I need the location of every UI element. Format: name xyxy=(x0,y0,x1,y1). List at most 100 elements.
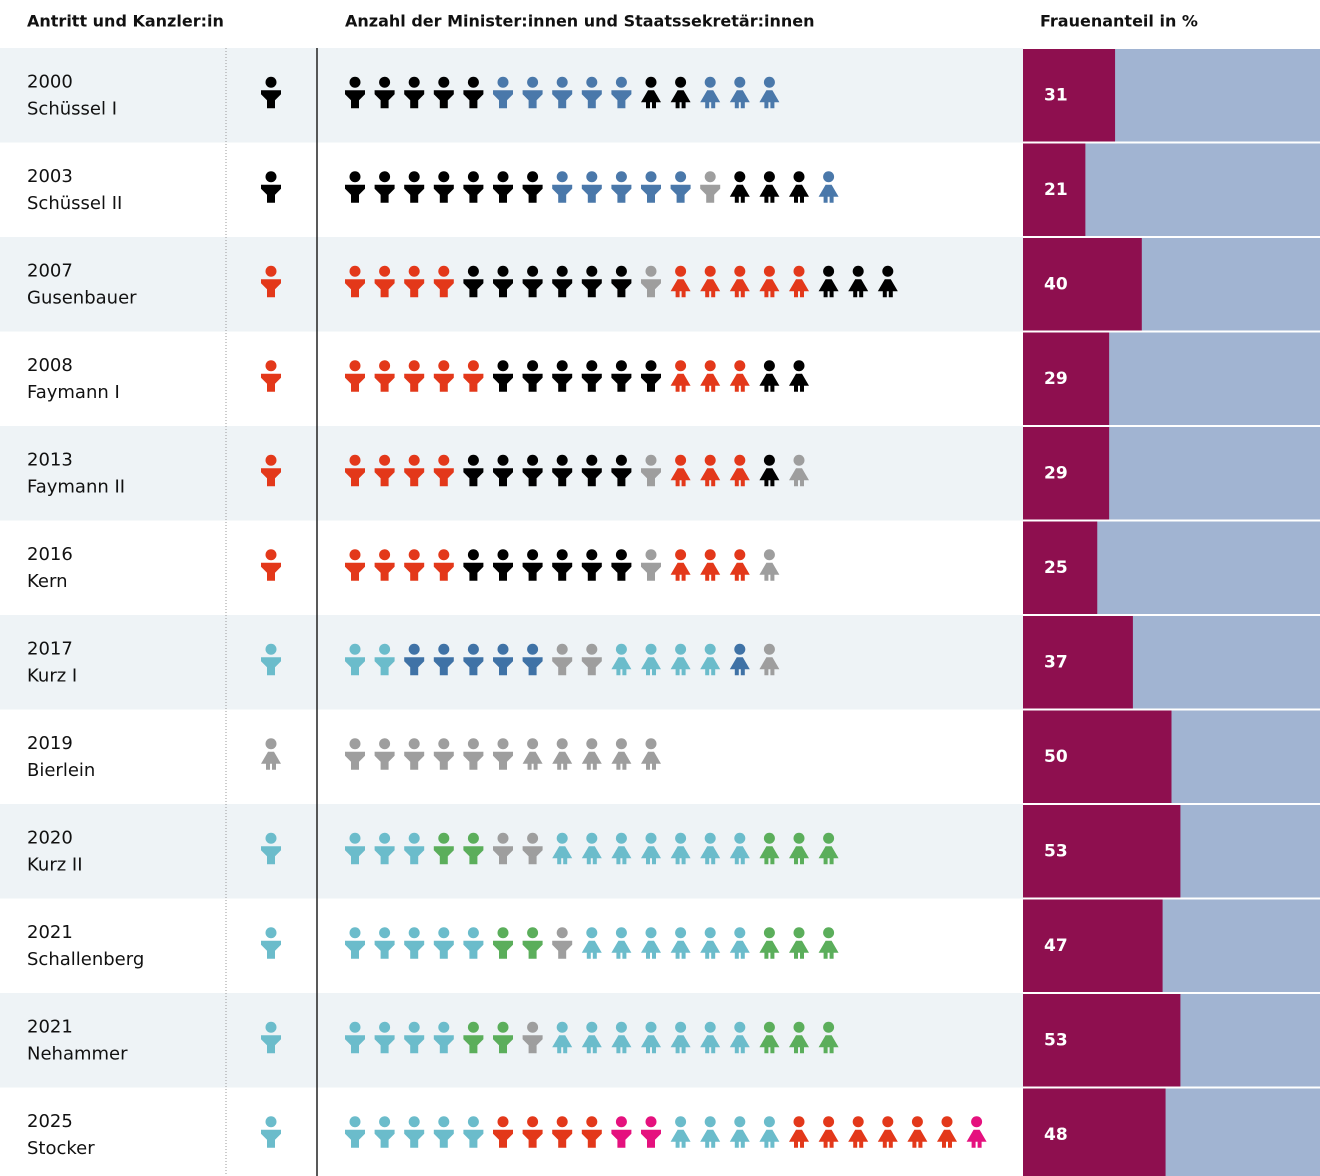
male-icon xyxy=(641,171,661,203)
icon-head xyxy=(615,549,627,561)
icon-head xyxy=(675,832,687,844)
icon-body xyxy=(759,562,780,581)
icon-body xyxy=(641,846,661,865)
icon-head xyxy=(911,1116,923,1128)
icon-head xyxy=(615,1021,627,1033)
icon-head xyxy=(467,454,479,466)
icon-head xyxy=(971,1116,983,1128)
icon-body xyxy=(345,562,365,581)
icon-body xyxy=(493,562,513,581)
icon-head xyxy=(852,1116,864,1128)
female-icon xyxy=(729,549,750,581)
chancellor-name: Faymann II xyxy=(27,476,125,497)
icon-head xyxy=(675,360,687,372)
icon-head xyxy=(349,265,361,277)
icon-body xyxy=(759,1129,780,1148)
icon-head xyxy=(438,1021,450,1033)
male-icon xyxy=(552,171,573,203)
icon-body xyxy=(345,279,365,298)
icon-body xyxy=(818,1035,839,1054)
chancellor-name: Gusenbauer xyxy=(27,287,137,308)
icon-head xyxy=(763,360,775,372)
icon-head xyxy=(349,454,361,466)
year: 2017 xyxy=(27,638,73,659)
female-icon xyxy=(877,265,898,298)
male-icon xyxy=(374,454,395,487)
icon-body xyxy=(463,468,484,487)
icon-body xyxy=(670,1129,691,1148)
male-icon xyxy=(345,549,365,581)
icon-body xyxy=(611,751,632,770)
icon-head xyxy=(586,76,598,88)
female-icon xyxy=(670,549,691,581)
male-icon xyxy=(345,76,365,109)
icon-head xyxy=(734,643,746,655)
icon-body xyxy=(522,846,543,865)
icon-body xyxy=(552,184,573,203)
backgrounds xyxy=(0,48,1023,1176)
header: Frauenanteil in % xyxy=(1040,12,1198,31)
male-icon xyxy=(463,643,484,676)
icon-body xyxy=(493,468,513,487)
icon-body xyxy=(345,751,365,770)
male-icon xyxy=(345,832,365,865)
female-icon xyxy=(729,360,750,392)
icon-body xyxy=(522,90,543,109)
icon-body xyxy=(374,940,395,959)
icon-head xyxy=(438,1116,450,1128)
male-icon xyxy=(493,643,513,676)
icon-head xyxy=(527,738,539,750)
icon-body xyxy=(433,373,454,392)
icon-head xyxy=(408,360,420,372)
male-icon xyxy=(463,360,484,392)
female-icon xyxy=(789,1021,809,1054)
icon-head xyxy=(379,454,391,466)
icon-body xyxy=(789,468,809,487)
icon-body xyxy=(404,184,425,203)
icon-body xyxy=(729,657,750,676)
icon-body xyxy=(261,90,281,109)
male-icon xyxy=(522,265,543,298)
icon-head xyxy=(379,927,391,939)
icon-body xyxy=(789,373,809,392)
female-icon xyxy=(581,738,602,770)
icon-head xyxy=(438,738,450,750)
female-icon xyxy=(759,643,780,676)
female-icon xyxy=(611,738,632,770)
icon-head xyxy=(497,171,509,183)
icon-head xyxy=(556,454,568,466)
icon-head xyxy=(467,360,479,372)
icon-body xyxy=(700,279,721,298)
icon-head xyxy=(734,927,746,939)
male-icon xyxy=(641,454,661,487)
icon-body xyxy=(552,90,573,109)
icon-body xyxy=(345,90,365,109)
icon-head xyxy=(586,643,598,655)
male-icon xyxy=(404,927,425,959)
icon-head xyxy=(734,1116,746,1128)
chancellor-name: Schüssel I xyxy=(27,98,117,119)
icon-body xyxy=(700,1035,721,1054)
male-icon xyxy=(552,265,573,298)
female-icon xyxy=(848,265,869,298)
icon-head xyxy=(704,360,716,372)
icon-body xyxy=(670,562,691,581)
icon-head xyxy=(265,171,277,183)
icon-head xyxy=(349,643,361,655)
icon-body xyxy=(789,184,809,203)
icon-body xyxy=(877,1129,898,1148)
male-icon xyxy=(641,265,661,298)
icon-body xyxy=(404,751,425,770)
female-icon xyxy=(700,265,721,298)
year: 2003 xyxy=(27,166,73,187)
female-icon xyxy=(700,927,721,959)
icon-head xyxy=(467,643,479,655)
year: 2013 xyxy=(27,449,73,470)
icon-body xyxy=(581,1035,602,1054)
share-label: 48 xyxy=(1044,1125,1068,1145)
male-icon xyxy=(404,265,425,298)
icon-head xyxy=(615,643,627,655)
male-icon xyxy=(404,549,425,581)
icon-head xyxy=(265,1021,277,1033)
male-icon xyxy=(463,76,484,109)
